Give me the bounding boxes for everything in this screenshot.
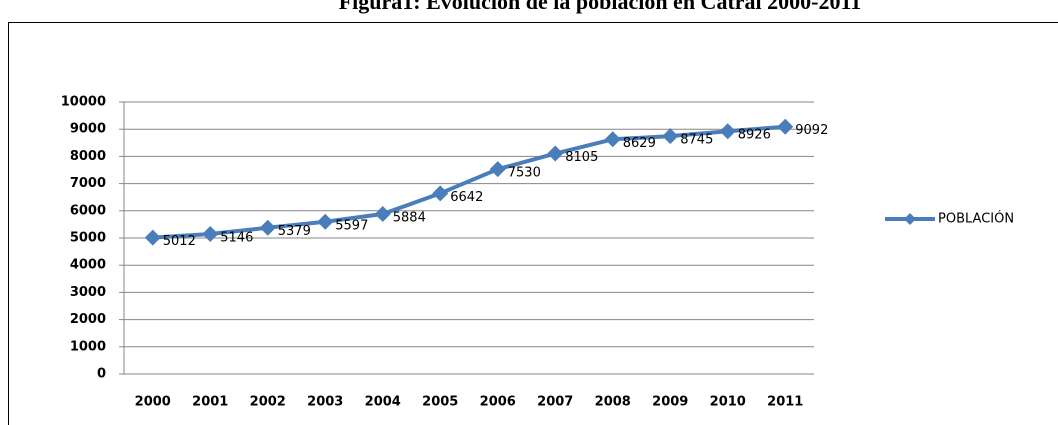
- y-tick-label: 4000: [70, 258, 106, 273]
- x-tick-label: 2002: [250, 395, 286, 410]
- y-tick-label: 6000: [70, 203, 106, 218]
- y-tick-label: 5000: [70, 231, 106, 246]
- point-marker: [777, 118, 794, 135]
- data-label: 5012: [163, 234, 196, 249]
- point-marker: [547, 145, 564, 162]
- data-label: 8105: [565, 150, 598, 165]
- point-marker: [662, 128, 679, 145]
- point-marker: [202, 226, 219, 243]
- x-tick-label: 2003: [307, 395, 343, 410]
- y-tick-label: 1000: [70, 339, 106, 354]
- data-label: 5146: [220, 231, 253, 246]
- point-marker: [489, 161, 506, 178]
- y-tick-label: 8000: [70, 149, 106, 164]
- x-tick-label: 2011: [767, 395, 803, 410]
- point-marker: [374, 205, 391, 222]
- x-tick-label: 2006: [480, 395, 516, 410]
- data-label: 5884: [393, 210, 426, 225]
- data-label: 8926: [738, 128, 771, 143]
- chart-frame: [8, 22, 1058, 425]
- data-label: 7530: [508, 166, 541, 181]
- y-tick-label: 9000: [70, 122, 106, 137]
- data-label: 8745: [680, 133, 713, 148]
- x-tick-label: 2007: [537, 395, 573, 410]
- y-tick-label: 3000: [70, 285, 106, 300]
- y-tick-label: 0: [97, 367, 106, 382]
- x-tick-label: 2008: [595, 395, 631, 410]
- data-label: 5379: [278, 224, 311, 239]
- chart-title: Figura1: Evolución de la población en Ca…: [339, 0, 862, 14]
- data-label: 8629: [623, 136, 656, 151]
- data-label: 9092: [795, 123, 828, 138]
- point-marker: [317, 213, 334, 230]
- point-marker: [144, 229, 161, 246]
- x-tick-label: 2000: [135, 395, 171, 410]
- x-tick-label: 2004: [365, 395, 401, 410]
- series-line: [152, 124, 786, 240]
- data-label: 6642: [450, 190, 483, 205]
- legend-marker: [904, 213, 916, 225]
- point-marker: [719, 123, 736, 140]
- x-tick-label: 2009: [652, 395, 688, 410]
- data-label: 5597: [335, 218, 368, 233]
- x-tick-label: 2005: [422, 395, 458, 410]
- y-tick-label: 2000: [70, 312, 106, 327]
- point-marker: [604, 131, 621, 148]
- x-tick-label: 2010: [710, 395, 746, 410]
- point-marker: [259, 219, 276, 236]
- y-tick-label: 7000: [70, 176, 106, 191]
- point-marker: [432, 185, 449, 202]
- x-tick-label: 2001: [192, 395, 228, 410]
- y-tick-label: 10000: [61, 95, 106, 110]
- legend-label: POBLACIÓN: [938, 211, 1014, 227]
